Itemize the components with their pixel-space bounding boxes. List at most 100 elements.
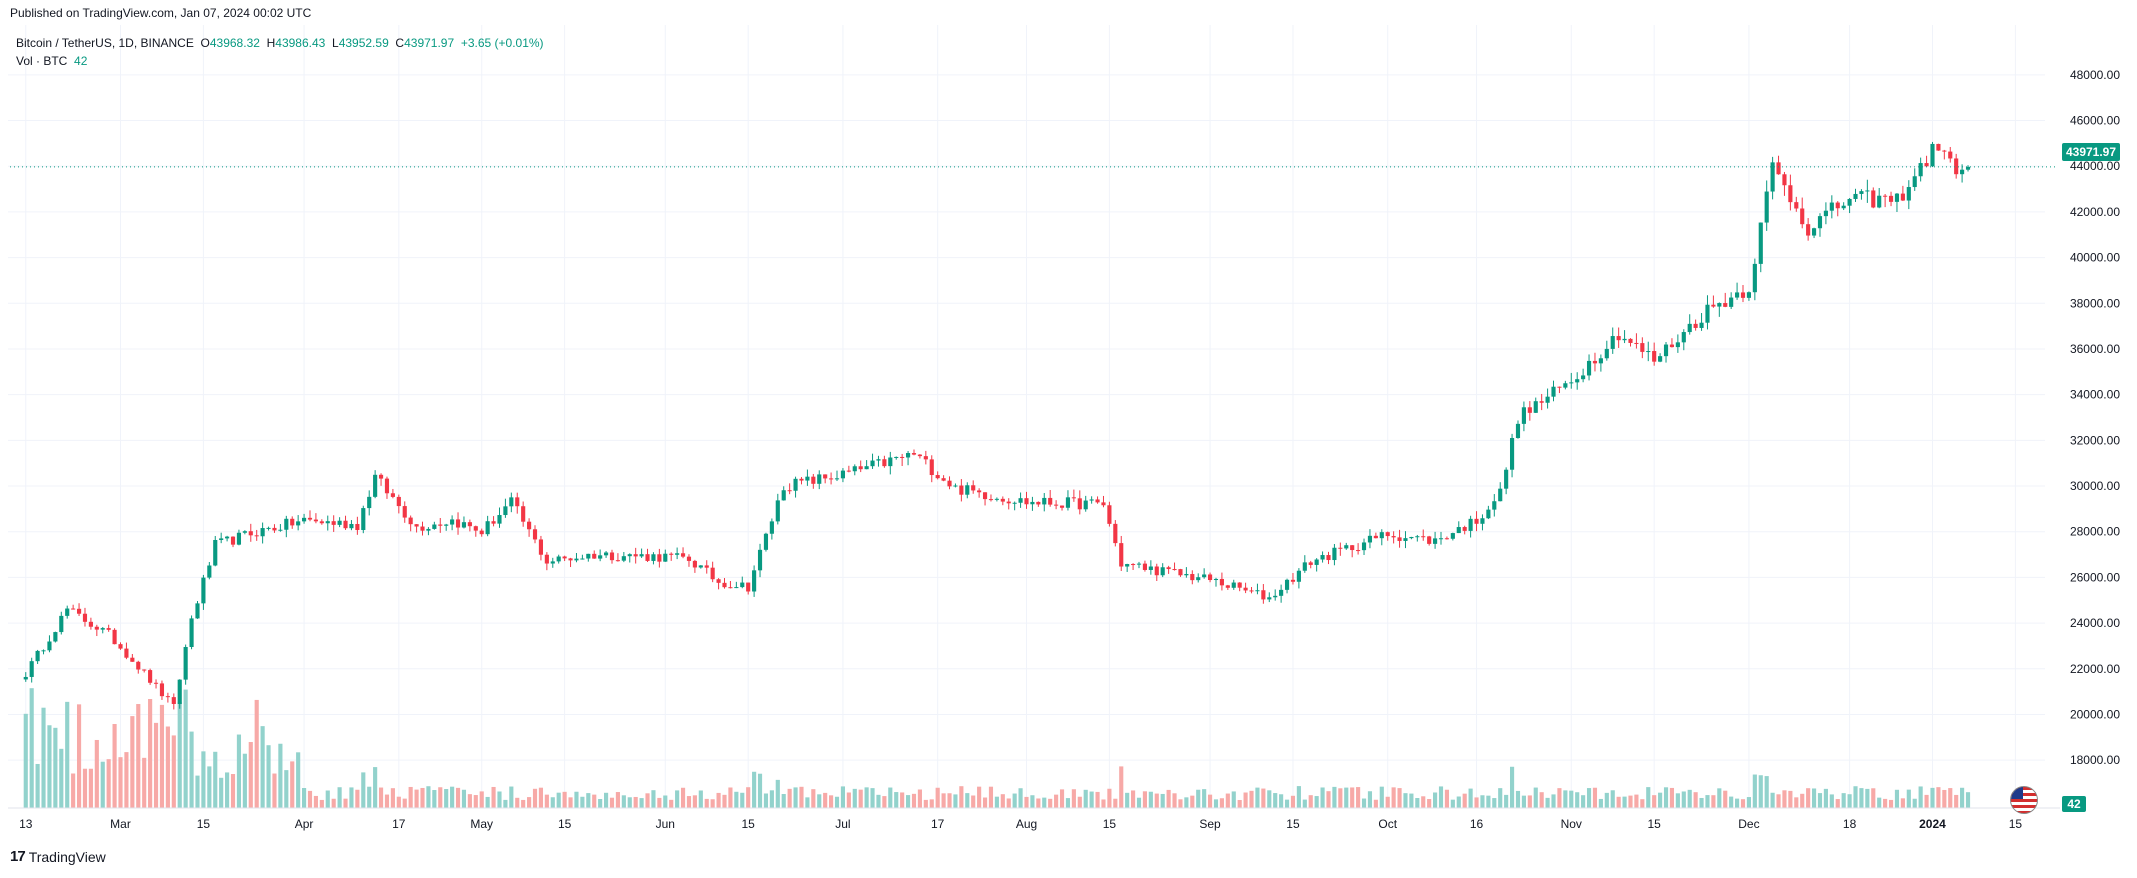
candle-body — [1385, 532, 1390, 537]
candle-body — [1261, 590, 1266, 600]
volume-bar — [236, 734, 242, 808]
volume-bar — [1083, 789, 1088, 808]
candle-body — [1752, 263, 1757, 293]
candle-body — [1829, 202, 1834, 211]
candle-body — [947, 480, 952, 487]
volume-bar — [1184, 797, 1189, 808]
candle-body — [757, 549, 763, 571]
candle-body — [1604, 348, 1609, 359]
volume-bar — [876, 794, 881, 808]
volume-bar — [1237, 799, 1242, 808]
candle-body — [538, 539, 544, 555]
volume-bar — [811, 789, 816, 808]
volume-bar — [1290, 795, 1296, 808]
volume-bar — [130, 716, 135, 808]
volume-bar — [917, 789, 922, 808]
volume-bar — [1213, 799, 1219, 808]
candle-body — [373, 474, 378, 497]
published-note: Published on TradingView.com, Jan 07, 20… — [10, 6, 312, 20]
candle-body — [337, 520, 342, 525]
volume-bar — [485, 796, 490, 808]
close-label: C — [395, 36, 405, 50]
volume-bar — [171, 735, 176, 808]
volume-bar — [1936, 787, 1941, 808]
candle-body — [1160, 567, 1165, 576]
volume-bar — [426, 786, 431, 808]
volume-bar — [1658, 792, 1663, 808]
volume-bar — [290, 761, 295, 808]
volume-bar — [136, 704, 141, 808]
candle-body — [65, 608, 70, 616]
volume-bar — [1350, 787, 1355, 808]
candle-body — [509, 497, 514, 507]
y-tick-label: 22000.00 — [2070, 662, 2120, 676]
volume-bar — [1965, 792, 1971, 808]
volume-bar — [1705, 795, 1710, 808]
volume-bar — [1888, 799, 1894, 808]
candle-body — [1474, 518, 1479, 524]
candle-body — [361, 508, 366, 531]
volume-bar — [1249, 790, 1254, 808]
volume-bar — [1042, 797, 1047, 808]
candle-body — [775, 500, 780, 522]
candle-body — [1640, 343, 1645, 352]
candle-body — [1148, 566, 1153, 570]
candle-body — [1965, 166, 1971, 170]
candle-body — [793, 478, 798, 491]
tradingview-logo[interactable]: 17 TradingView — [10, 848, 106, 865]
candle-body — [645, 554, 650, 561]
candle-body — [1776, 162, 1781, 175]
volume-bar — [574, 791, 579, 808]
candle-body — [799, 478, 804, 481]
candle-body — [1184, 574, 1189, 576]
volume-bar — [787, 788, 792, 808]
volume-bar — [1391, 787, 1396, 808]
candle-body — [1397, 537, 1402, 541]
candle-body — [1178, 569, 1183, 576]
volume-bar — [47, 725, 52, 808]
candle-body — [1912, 176, 1917, 188]
volume-bar — [124, 752, 129, 808]
candle-body — [544, 554, 549, 564]
candle-body — [473, 526, 478, 531]
volume-bar — [527, 797, 532, 808]
y-tick-label: 18000.00 — [2070, 753, 2120, 767]
candle-body — [414, 524, 419, 527]
volume-bar — [349, 787, 354, 808]
candle-body — [1598, 358, 1603, 364]
symbol-label: Bitcoin / TetherUS, 1D, BINANCE — [16, 36, 194, 50]
volume-bar — [1604, 792, 1609, 808]
volume-bar — [242, 753, 247, 808]
candle-body — [467, 522, 472, 527]
candle-body — [1770, 162, 1775, 192]
candle-body — [1504, 469, 1509, 489]
volume-bar — [1794, 797, 1799, 808]
candle-body — [1213, 578, 1219, 581]
us-flag-icon[interactable] — [2010, 786, 2038, 814]
candle-body — [319, 521, 324, 524]
volume-bar — [947, 793, 952, 808]
candle-body — [1681, 332, 1686, 343]
candle-body — [41, 650, 46, 652]
candle-body — [1344, 545, 1349, 549]
candle-body — [254, 535, 259, 537]
volume-bar — [1131, 790, 1136, 808]
candle-body — [1498, 488, 1503, 502]
high-label: H — [266, 36, 276, 50]
candle-body — [1296, 570, 1301, 582]
candle-body — [1107, 505, 1112, 524]
volume-bar — [550, 797, 555, 808]
candle-body — [1237, 582, 1242, 588]
volume-bar — [1894, 789, 1900, 808]
volume-bar — [189, 731, 194, 808]
candle-body — [378, 474, 384, 479]
candle-body — [1113, 523, 1118, 544]
volume-bar — [1853, 786, 1858, 808]
volume-bar — [1279, 794, 1284, 808]
candle-body — [272, 527, 277, 531]
candle-body — [527, 521, 532, 530]
candle-body — [130, 657, 135, 662]
candle-body — [1326, 555, 1331, 561]
